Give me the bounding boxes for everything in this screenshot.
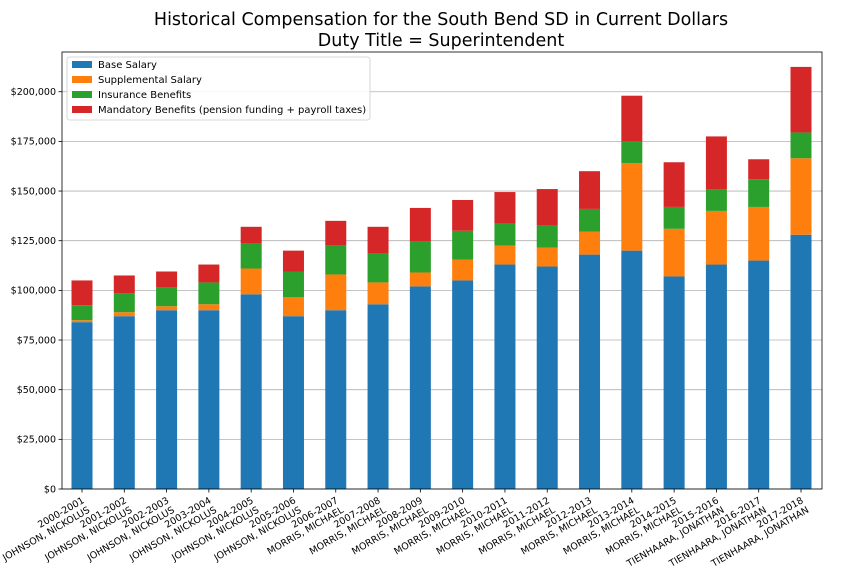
bar-base-8 [367,304,389,489]
bar-mandatory-11 [494,192,516,224]
bar-supplemental-3 [156,306,178,311]
bar-insurance-6 [282,271,304,298]
bar-base-15 [663,276,685,489]
bar-base-16 [705,264,727,489]
bar-mandatory-18 [790,66,812,133]
bar-insurance-15 [663,206,685,229]
bar-mandatory-17 [748,159,770,180]
bar-mandatory-8 [367,226,389,254]
bar-insurance-1 [71,305,93,321]
bar-mandatory-1 [71,280,93,306]
legend-label: Mandatory Benefits (pension funding + pa… [98,105,366,116]
bar-supplemental-4 [198,304,220,311]
bar-supplemental-15 [663,228,685,277]
bar-insurance-4 [198,282,220,305]
bar-base-9 [409,286,431,489]
legend: Base Salary Supplemental Salary Insurance … [66,56,371,121]
bar-base-13 [579,254,601,489]
grid-lines [62,91,822,490]
y-tick-label: $75,000 [17,335,56,346]
chart-title: Historical Compensation for the South Be… [154,10,728,30]
chart-subtitle: Duty Title = Superintendent [318,31,565,51]
bar-insurance-8 [367,253,389,283]
bar-supplemental-2 [113,312,135,317]
bar-base-10 [452,280,474,489]
bar-supplemental-10 [452,259,474,281]
bar-insurance-14 [621,141,643,164]
legend-swatch [72,106,92,113]
bar-insurance-18 [790,132,812,159]
bar-base-14 [621,250,643,489]
legend-swatch [72,91,92,98]
bar-supplemental-16 [705,210,727,265]
bar-supplemental-17 [748,206,770,261]
bar-insurance-12 [536,225,558,248]
bar-supplemental-11 [494,245,516,265]
bar-mandatory-16 [705,136,727,190]
bar-mandatory-10 [452,199,474,231]
y-tick-label: $0 [44,484,56,495]
bar-supplemental-8 [367,282,389,305]
bar-base-6 [282,316,304,489]
bar-supplemental-7 [325,274,347,311]
bar-base-1 [71,322,93,489]
bar-insurance-2 [113,293,135,313]
bar-mandatory-9 [409,207,431,242]
bar-mandatory-15 [663,162,685,207]
bar-supplemental-1 [71,320,93,323]
bar-insurance-5 [240,243,262,269]
bar-supplemental-6 [282,297,304,317]
bar-mandatory-12 [536,189,558,226]
plot-frame [61,51,823,490]
y-tick-label: $50,000 [17,385,56,396]
bar-base-18 [790,234,812,489]
bar-base-11 [494,264,516,489]
bar-mandatory-4 [198,264,220,283]
bar-base-2 [113,316,135,489]
bar-insurance-11 [494,223,516,246]
bar-base-12 [536,266,558,489]
y-axis: $0 $25,000 $50,000 $75,000 $100,000 $125,000 $… [11,87,62,495]
legend-label: Insurance Benefits [98,90,191,101]
y-tick-label: $200,000 [11,87,56,98]
bar-insurance-9 [409,241,431,273]
bar-mandatory-5 [240,226,262,244]
bar-mandatory-3 [156,271,178,288]
legend-frame [66,56,371,121]
y-tick-label: $100,000 [11,286,56,297]
bar-supplemental-12 [536,247,558,267]
bar-base-3 [156,310,178,489]
y-tick-label: $150,000 [11,186,56,197]
legend-swatch [72,61,92,68]
legend-label: Base Salary [98,60,157,71]
bar-base-5 [240,294,262,489]
bars [71,66,812,489]
bar-supplemental-13 [579,231,601,255]
legend-label: Supplemental Salary [98,75,202,86]
y-tick-label: $25,000 [17,435,56,446]
y-tick-label: $125,000 [11,236,56,247]
bar-insurance-13 [579,208,601,232]
bar-insurance-10 [452,230,474,260]
bar-supplemental-18 [790,158,812,235]
bar-mandatory-13 [579,171,601,209]
y-tick-label: $175,000 [11,137,56,148]
bar-base-17 [748,260,770,489]
bar-base-7 [325,310,347,489]
bar-supplemental-14 [621,163,643,251]
bar-supplemental-9 [409,272,431,287]
bar-insurance-3 [156,287,178,307]
legend-swatch [72,76,92,83]
bar-insurance-16 [705,189,727,211]
bar-mandatory-2 [113,275,135,294]
bar-mandatory-6 [282,250,304,272]
bar-supplemental-5 [240,268,262,295]
bar-insurance-7 [325,245,347,275]
bar-insurance-17 [748,179,770,207]
bar-base-4 [198,310,220,489]
bar-mandatory-14 [621,95,643,142]
bar-mandatory-7 [325,220,347,246]
